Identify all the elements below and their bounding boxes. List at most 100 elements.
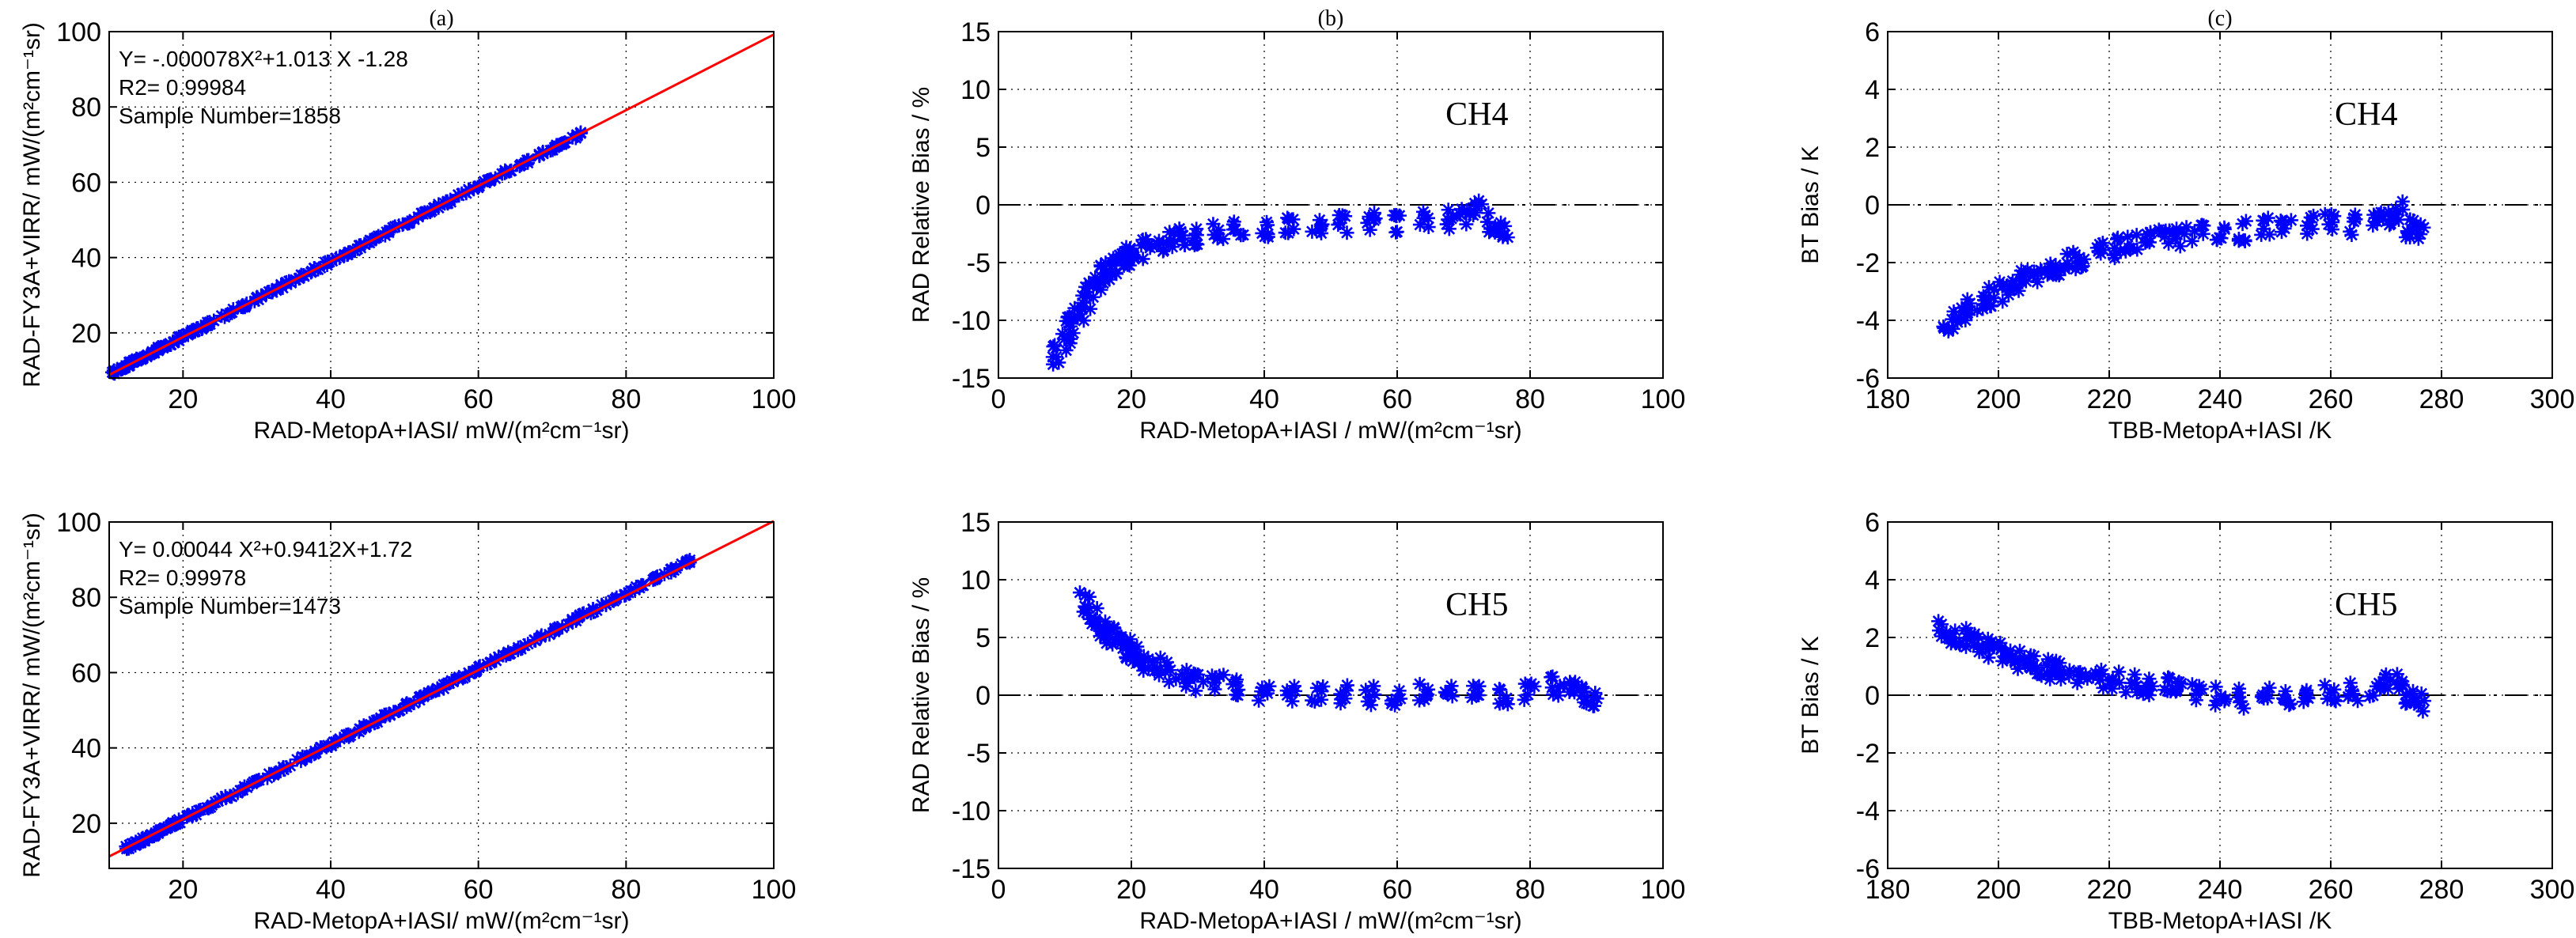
data-point [2415,704,2430,719]
data-point [2077,252,2092,267]
data-point [2372,675,2387,690]
data-point [487,652,502,667]
panel-label: (b) [1318,6,1344,31]
data-point [2414,686,2429,702]
data-point [2217,694,2232,709]
data-point [2096,680,2111,695]
data-point [1517,676,1532,691]
data-point [2209,233,2224,248]
data-point [1233,228,1248,243]
data-point [1098,630,1113,645]
data-point [1500,230,1515,245]
data-point [1315,217,1330,232]
data-point [1444,679,1459,694]
y-tick-label: 100 [56,17,101,47]
series-bias [1045,193,1515,372]
data-point [1309,680,1324,695]
data-point [1445,209,1460,224]
data-point [295,749,310,764]
data-point [2088,665,2103,680]
x-tick-label: 100 [752,384,797,414]
data-point [1338,209,1353,224]
data-point [1099,266,1114,281]
data-point [1983,298,1998,313]
data-point [1097,274,1112,289]
y-tick-label: 5 [975,623,991,653]
data-point [119,839,134,854]
data-point [1195,675,1210,690]
data-point [2112,675,2127,690]
panel-label: (c) [2207,6,2232,31]
data-point [441,676,456,691]
data-point [2018,274,2033,289]
data-point [1546,687,1561,702]
data-point [1934,629,1949,644]
data-point [2070,675,2085,690]
y-tick-label: 0 [1865,681,1880,711]
data-point [1965,633,1980,648]
data-point [1442,683,1457,698]
data-point [2013,643,2028,658]
data-point [2390,677,2405,692]
data-point [2378,667,2393,682]
data-point [1176,672,1191,687]
data-point [1500,697,1515,712]
data-point [1982,280,1997,295]
fit-annotation: Y= 0.00044 X²+0.9412X+1.72 [119,537,412,562]
y-axis-label: RAD-FY3A+VIRR/ mW/(m²cm⁻¹sr) [19,22,45,388]
data-point [1588,686,1603,701]
data-point [2169,684,2184,699]
data-point [2208,679,2223,694]
data-point [609,590,624,605]
x-tick-label: 40 [1249,875,1279,905]
y-tick-label: -5 [967,739,991,769]
data-point [2095,236,2110,251]
data-point [1454,202,1469,217]
data-point [1587,690,1601,705]
x-tick-label: 100 [752,875,797,905]
data-point [2217,220,2232,235]
data-point [1459,217,1474,232]
x-tick-label: 100 [1641,875,1686,905]
data-point [511,640,526,655]
data-point [148,827,163,842]
y-tick-label: 10 [960,75,991,105]
data-point [1207,227,1222,242]
data-point [1316,679,1331,694]
data-point [2254,227,2269,242]
data-point [1106,620,1121,635]
data-point [1150,662,1165,677]
data-point [1976,301,1991,316]
data-point [1472,193,1487,208]
data-point [2162,671,2177,686]
data-point [1976,289,1991,304]
data-point [2062,668,2077,683]
data-point [1083,301,1098,316]
y-tick-label: 4 [1865,565,1880,596]
data-point [2173,239,2188,254]
data-point [2030,666,2045,681]
data-point [2107,251,2122,266]
plot-frame [108,31,775,379]
data-point [2343,675,2358,690]
x-axis-label: RAD-MetopA+IASI / mW/(m²cm⁻¹sr) [1139,418,1521,444]
data-point [1229,675,1244,690]
data-point [1334,692,1349,707]
data-point [1099,636,1114,651]
data-point [1204,668,1219,683]
fit-annotation: R2= 0.99984 [119,75,246,100]
y-tick-label: 15 [960,17,991,47]
data-point [2119,685,2134,700]
data-point [307,261,322,276]
data-point [1312,213,1327,228]
data-point [1587,698,1601,713]
data-point [527,633,542,648]
data-point [1482,225,1497,240]
data-point [501,645,516,660]
data-point [1165,240,1180,255]
data-point [2135,686,2150,702]
data-point [2401,225,2416,240]
data-point [1976,640,1991,655]
data-point [2013,267,2028,282]
